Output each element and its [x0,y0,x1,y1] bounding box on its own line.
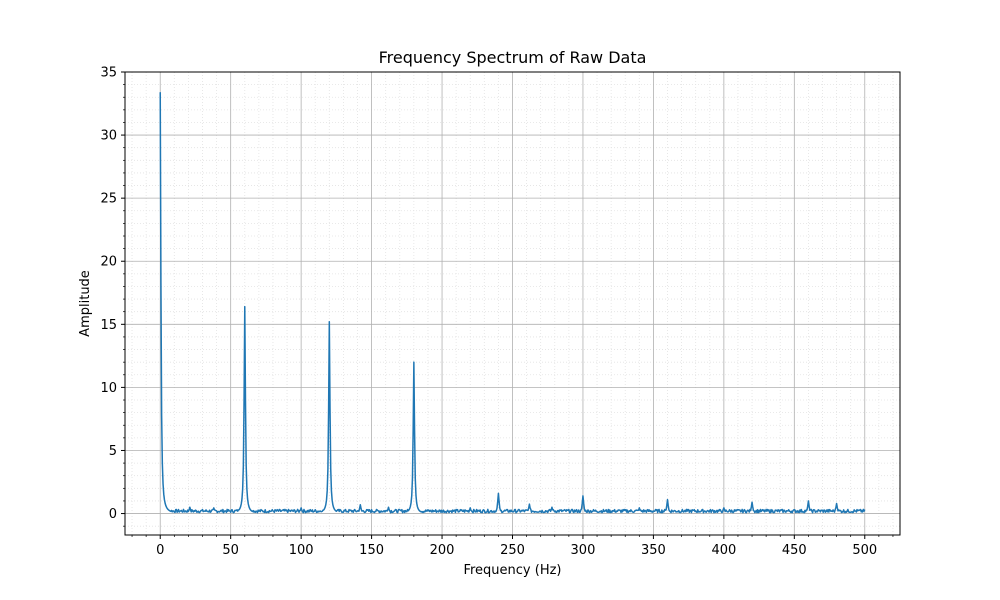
x-tick-label: 250 [500,543,525,558]
x-tick-label: 500 [852,543,877,558]
y-tick-label: 10 [100,381,117,396]
x-tick-label: 450 [782,543,807,558]
x-tick-label: 50 [222,543,239,558]
x-tick-label: 150 [359,543,384,558]
x-axis-label: Frequency (Hz) [463,563,561,578]
y-tick-label: 20 [100,255,117,270]
x-tick-label: 0 [156,543,164,558]
y-tick-label: 30 [100,129,117,144]
chart-title: Frequency Spectrum of Raw Data [379,48,647,67]
x-tick-label: 200 [430,543,455,558]
x-tick-label: 100 [289,543,314,558]
y-tick-label: 5 [109,444,117,459]
y-tick-label: 15 [100,318,117,333]
spectrum-line [159,92,866,514]
x-tick-label: 300 [571,543,596,558]
y-axis-label: Amplitude [78,270,93,337]
y-tick-label: 0 [109,507,117,522]
series-group [159,92,866,514]
y-tick-label: 35 [100,66,117,81]
x-tick-label: 400 [711,543,736,558]
minor-grid [125,72,900,535]
axis-ticks: 0 50 100 150 200 250 300 350 400 450 500 0 5 10 15 20 25… [100,66,894,558]
x-tick-label: 350 [641,543,666,558]
y-tick-label: 25 [100,192,117,207]
